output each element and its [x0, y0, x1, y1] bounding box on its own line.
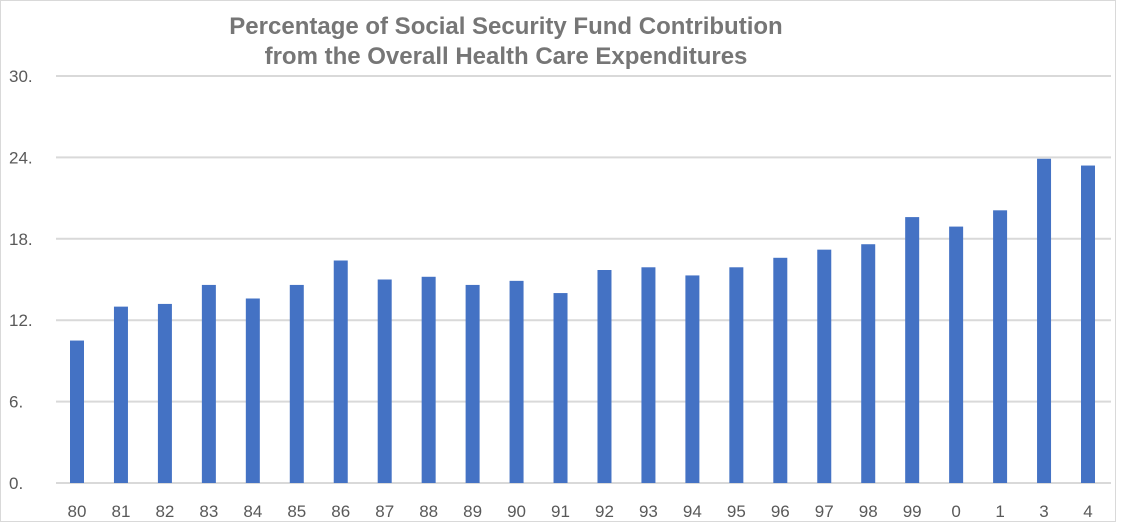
- bar: [509, 280, 524, 483]
- bar: [113, 306, 128, 483]
- x-tick-label: 87: [375, 502, 394, 521]
- chart-subtitle: from the Overall Health Care Expenditure…: [265, 43, 748, 70]
- chart-title: Percentage of Social Security Fund Contr…: [229, 13, 782, 40]
- bar: [289, 284, 304, 483]
- bar: [685, 275, 700, 483]
- x-tick-label: 84: [243, 502, 262, 521]
- x-tick-label: 85: [287, 502, 306, 521]
- y-tick-label: 12.: [9, 311, 33, 330]
- x-tick-label: 4: [1083, 502, 1092, 521]
- x-tick-label: 3: [1039, 502, 1048, 521]
- x-tick-label: 89: [463, 502, 482, 521]
- x-tick-label: 0: [951, 502, 960, 521]
- x-tick-label: 95: [727, 502, 746, 521]
- x-tick-label: 92: [595, 502, 614, 521]
- x-tick-label: 98: [859, 502, 878, 521]
- x-axis-ticks: 80 81 82 83 84 85 86 87 88 89 90 91 92 93 94 95 96 97 98 99…: [68, 502, 1093, 521]
- x-tick-label: 80: [68, 502, 87, 521]
- x-tick-label: 88: [419, 502, 438, 521]
- y-axis-ticks: 0. 6. 12. 18. 24. 30.: [9, 67, 33, 493]
- bar: [201, 284, 216, 483]
- bar: [377, 279, 392, 483]
- bar: [333, 260, 348, 483]
- bar: [1037, 158, 1052, 484]
- bar: [993, 210, 1008, 483]
- x-tick-label: 99: [903, 502, 922, 521]
- y-tick-label: 0.: [9, 474, 23, 493]
- x-tick-label: 86: [331, 502, 350, 521]
- y-tick-label: 6.: [9, 393, 23, 412]
- bar: [553, 293, 568, 483]
- bar: [465, 284, 480, 483]
- bar: [905, 217, 920, 484]
- bar: [861, 244, 876, 483]
- bar: [641, 267, 656, 483]
- x-tick-label: 93: [639, 502, 658, 521]
- bar: [1081, 165, 1095, 484]
- bar: [421, 276, 436, 483]
- y-tick-label: 18.: [9, 230, 33, 249]
- bar: [949, 226, 964, 483]
- x-tick-label: 94: [683, 502, 702, 521]
- x-tick-label: 82: [155, 502, 174, 521]
- y-tick-label: 30.: [9, 67, 33, 86]
- bar: [245, 298, 260, 483]
- y-tick-label: 24.: [9, 148, 33, 167]
- x-tick-label: 90: [507, 502, 526, 521]
- bar: [729, 267, 744, 483]
- gridlines: [56, 75, 1111, 484]
- x-tick-label: 96: [771, 502, 790, 521]
- bar: [773, 257, 788, 483]
- bar: [70, 340, 84, 483]
- bar: [817, 249, 832, 483]
- x-tick-label: 97: [815, 502, 834, 521]
- x-tick-label: 91: [551, 502, 570, 521]
- x-tick-label: 1: [995, 502, 1004, 521]
- bar: [157, 303, 172, 483]
- bar: [597, 270, 612, 483]
- x-tick-label: 81: [111, 502, 130, 521]
- x-tick-label: 83: [199, 502, 218, 521]
- bars: [70, 158, 1095, 484]
